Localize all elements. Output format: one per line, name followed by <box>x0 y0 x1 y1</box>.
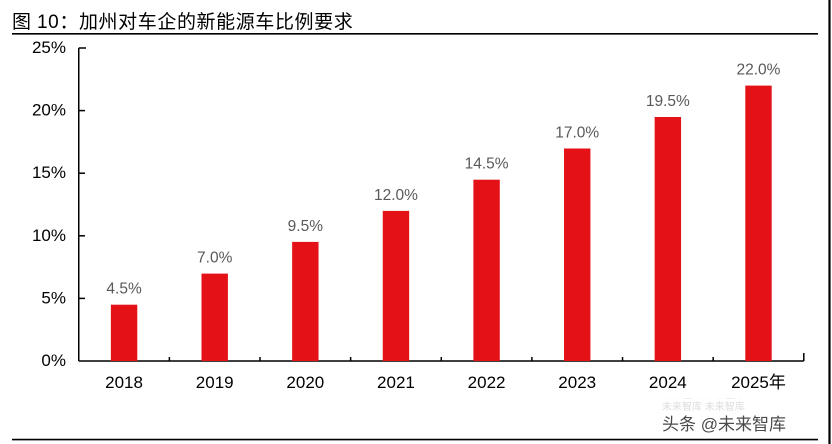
svg-text:9.5%: 9.5% <box>288 218 324 235</box>
svg-text:7.0%: 7.0% <box>197 250 233 267</box>
svg-text:2019: 2019 <box>196 373 234 392</box>
svg-text:0%: 0% <box>41 351 66 370</box>
svg-text:2021: 2021 <box>377 373 415 392</box>
svg-text:12.0%: 12.0% <box>374 187 418 204</box>
svg-text:15%: 15% <box>32 163 66 182</box>
svg-text:14.5%: 14.5% <box>465 156 509 173</box>
svg-text:10%: 10% <box>32 226 66 245</box>
svg-text:2018: 2018 <box>105 373 143 392</box>
svg-text:2023: 2023 <box>558 373 596 392</box>
svg-text:5%: 5% <box>41 288 66 307</box>
svg-text:2024: 2024 <box>649 373 687 392</box>
svg-text:19.5%: 19.5% <box>646 93 690 110</box>
svg-text:2022: 2022 <box>468 373 506 392</box>
svg-text:17.0%: 17.0% <box>555 125 599 142</box>
svg-text:25%: 25% <box>32 38 66 57</box>
svg-text:2025年: 2025年 <box>731 373 786 392</box>
svg-text:22.0%: 22.0% <box>737 62 781 79</box>
svg-text:2020: 2020 <box>286 373 324 392</box>
svg-text:4.5%: 4.5% <box>106 281 142 298</box>
svg-text:20%: 20% <box>32 101 66 120</box>
